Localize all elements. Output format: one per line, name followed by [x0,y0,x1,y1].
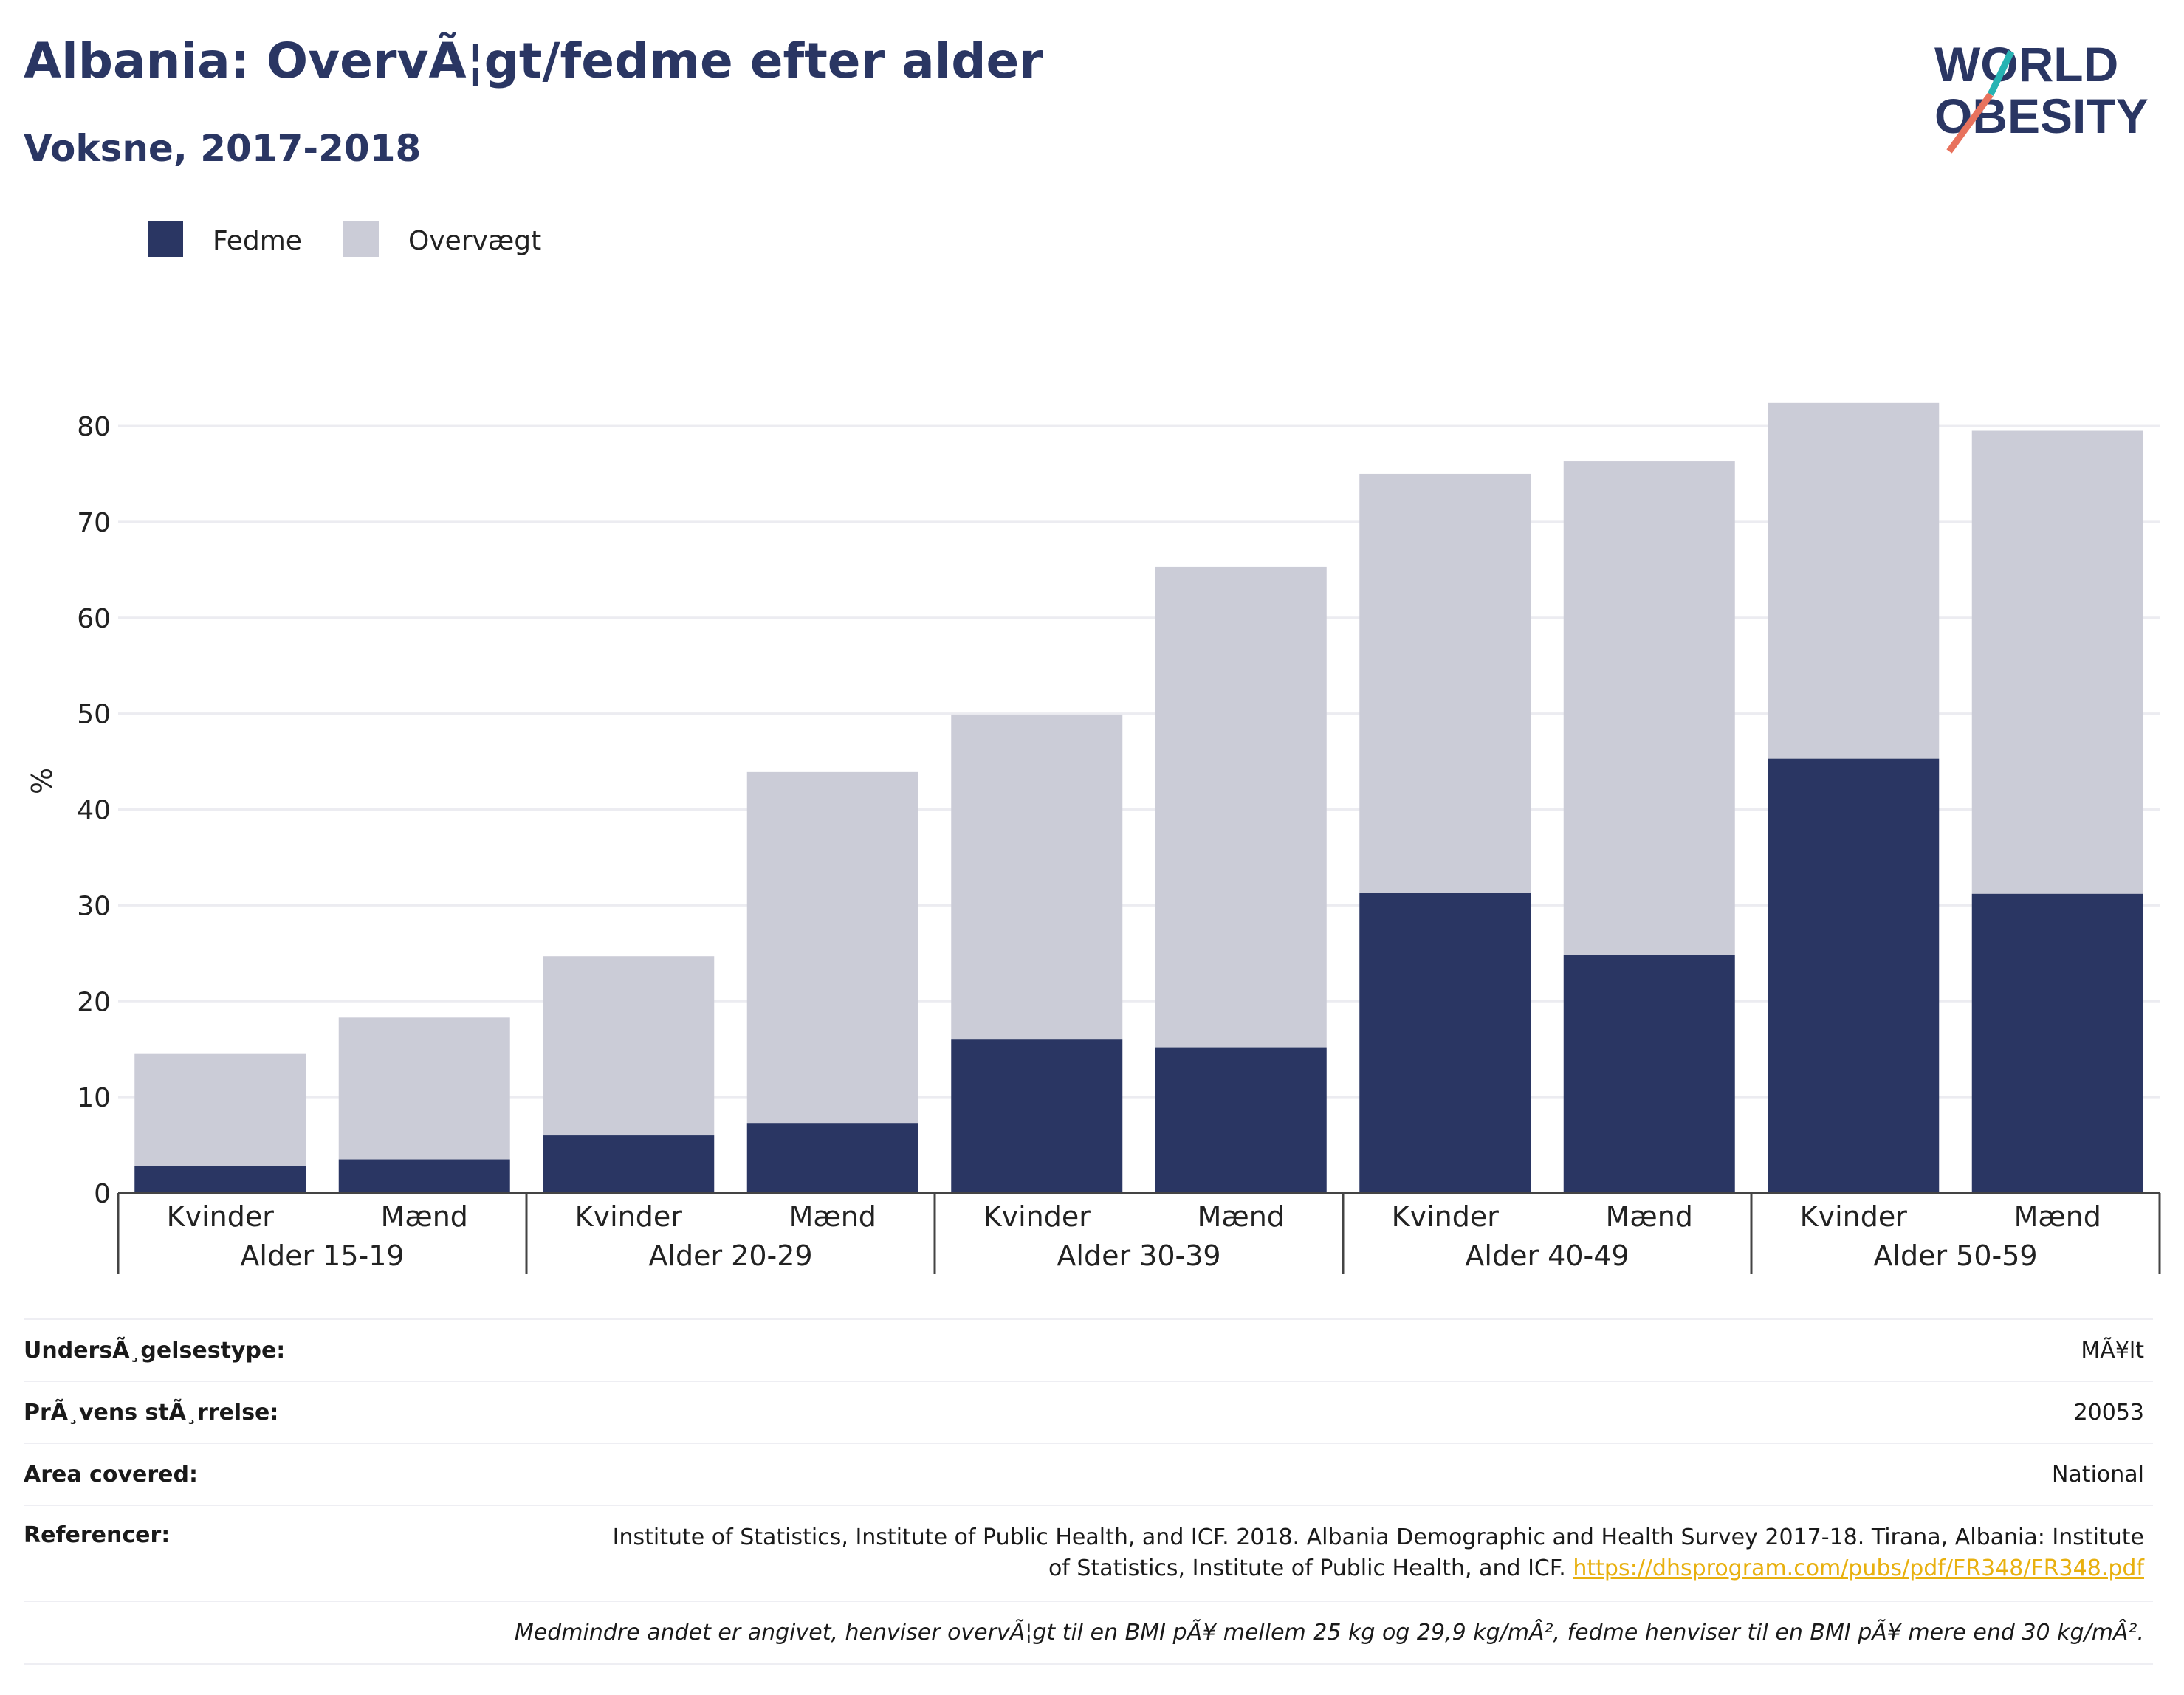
references-value: Institute of Statistics, Institute of Pu… [594,1522,2144,1584]
logo-slash-coral [1946,92,1994,154]
sample-size-value: 20053 [2073,1399,2144,1426]
bar-fedme [338,1159,510,1193]
group-label: Alder 30-39 [1057,1240,1220,1272]
x-tick-label: Mænd [2014,1200,2101,1233]
x-tick-label: Mænd [1198,1200,1285,1233]
sample-size-label: PrÃ¸vens stÃ¸rrelse: [24,1399,279,1426]
logo-slash-teal [1987,50,2015,96]
y-tick-label: 40 [77,796,111,826]
y-tick-label: 30 [77,891,111,921]
legend: Fedme Overvægt [148,221,541,257]
axes: Alder 15-19 Alder 20-29 Alder 30-39 Alder 4… [117,1192,2161,1274]
group-label: Alder 50-59 [1873,1240,2037,1272]
y-tick-label: 70 [77,508,111,538]
x-tick-label: Kvinder [1392,1200,1500,1233]
info-row-sample-size: PrÃ¸vens stÃ¸rrelse: 20053 [24,1381,2153,1443]
bar-fedme [1768,758,1940,1193]
bar-fedme [543,1135,715,1193]
chart-subtitle: Voksne, 2017-2018 [24,127,422,170]
bar-overvaegt [951,714,1123,1040]
y-tick-label: 20 [77,987,111,1017]
y-tick-label: 80 [77,412,111,442]
references-label: Referencer: [24,1522,171,1548]
x-tick-label: Mænd [789,1200,876,1233]
x-tick-label: Kvinder [1800,1200,1908,1233]
bar-overvaegt [746,771,918,1124]
info-row-survey-type: UndersÃ¸gelsestype: MÃ¥lt [24,1318,2153,1381]
stacked-bar-chart: Fedme Overvægt 0 10 20 30 40 50 60 70 80 Kvinder M… [26,221,2161,1274]
bar-fedme [1359,893,1531,1193]
bar-overvaegt [338,1017,510,1160]
bar-overvaegt [543,956,715,1136]
logo-line1: WORLD [1934,37,2118,92]
area-value: National [2051,1461,2144,1488]
references-text: Institute of Statistics, Institute of Pu… [612,1524,2144,1581]
x-tick-label: Mænd [1606,1200,1693,1233]
legend-swatch-0 [148,221,183,257]
bar-fedme [1155,1047,1327,1193]
bar-fedme [746,1123,918,1193]
bar-fedme [951,1039,1123,1193]
y-tick-label: 10 [77,1083,111,1113]
legend-label-0: Fedme [213,226,302,256]
bar-overvaegt [134,1053,306,1166]
group-label: Alder 15-19 [240,1240,404,1272]
footnote: Medmindre andet er angivet, henviser ove… [24,1601,2153,1665]
y-axis-label: % [26,768,58,794]
survey-type-label: UndersÃ¸gelsestype: [24,1337,286,1364]
references-link[interactable]: https://dhsprogram.com/pubs/pdf/FR348/FR… [1573,1555,2144,1581]
survey-type-value: MÃ¥lt [2081,1337,2144,1364]
y-tick-label: 60 [77,604,111,634]
area-label: Area covered: [24,1461,198,1488]
chart-title: Albania: OvervÃ¦gt/fedme efter alder [24,32,1043,89]
bar-overvaegt [1563,461,1735,955]
y-tick-label: 50 [77,700,111,730]
bar-overvaegt [1359,473,1531,893]
bar-overvaegt [1155,566,1327,1048]
x-tick-label: Kvinder [575,1200,683,1233]
bars: Kvinder Mænd Kvinder Mænd Kvinder Mænd Kvinder… [134,402,2143,1233]
x-tick-label: Kvinder [167,1200,275,1233]
info-row-references: Referencer: Institute of Statistics, Ins… [24,1505,2153,1601]
world-obesity-logo: WORLD OBESITY [1934,37,2149,154]
group-label: Alder 40-49 [1465,1240,1629,1272]
bar-fedme [134,1166,306,1193]
group-label: Alder 20-29 [648,1240,812,1272]
info-row-area: Area covered: National [24,1443,2153,1505]
bar-overvaegt [1768,402,1940,759]
y-tick-label: 0 [94,1179,111,1209]
logo-line2: OBESITY [1934,89,2149,143]
info-table: UndersÃ¸gelsestype: MÃ¥lt PrÃ¸vens stÃ¸r… [24,1318,2153,1665]
legend-label-1: Overvægt [408,226,541,256]
bar-fedme [1971,893,2143,1193]
bar-overvaegt [1971,430,2143,894]
x-tick-label: Mænd [381,1200,468,1233]
bar-fedme [1563,955,1735,1193]
legend-swatch-1 [343,221,379,257]
x-tick-label: Kvinder [983,1200,1091,1233]
